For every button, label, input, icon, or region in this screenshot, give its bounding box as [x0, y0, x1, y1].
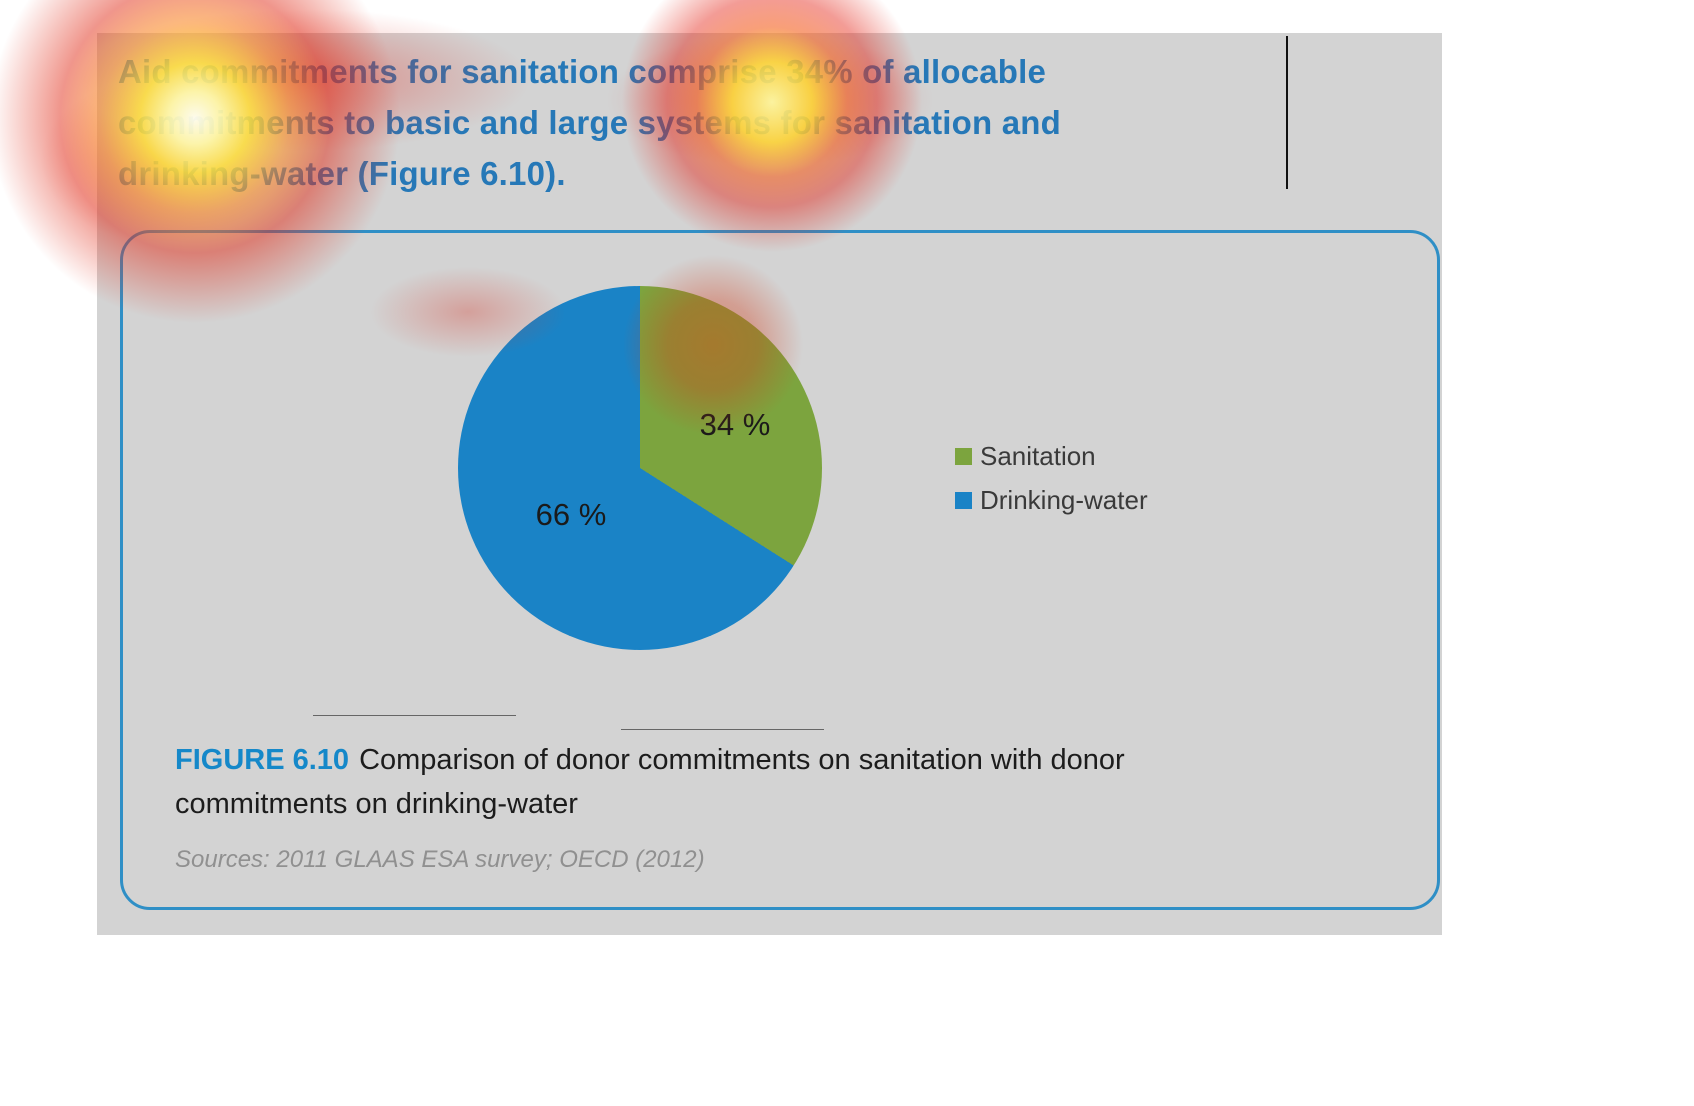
- legend-label-sanitation: Sanitation: [980, 441, 1096, 471]
- figure-label: FIGURE 6.10: [175, 744, 350, 776]
- underline-rule-left: [313, 715, 516, 716]
- legend-item-drinking-water: Drinking-water: [955, 485, 1148, 516]
- legend-item-sanitation: Sanitation: [955, 441, 1148, 472]
- legend-swatch-sanitation-icon: [955, 448, 972, 465]
- heading-line-3: drinking-water (Figure 6.10).: [118, 155, 566, 192]
- legend-label-drinking-water: Drinking-water: [980, 485, 1148, 515]
- caption-text-line-1: Comparison of donor commitments on sanit…: [359, 744, 1125, 776]
- chart-legend: Sanitation Drinking-water: [955, 441, 1148, 516]
- figure-caption: FIGURE 6.10 Comparison of donor commitmen…: [175, 738, 1405, 826]
- pie-data-label-sanitation: 34 %: [699, 407, 771, 442]
- page-heading: Aid commitments for sanitation comprise …: [118, 46, 1318, 199]
- pie-data-label-drinking-water: 66 %: [535, 497, 607, 532]
- legend-swatch-drinking-water-icon: [955, 492, 972, 509]
- heading-line-2: commitments to basic and large systems f…: [118, 104, 1061, 141]
- sources-note: Sources: 2011 GLAAS ESA survey; OECD (20…: [175, 846, 705, 873]
- text-cursor-line: [1286, 36, 1288, 189]
- heading-line-1: Aid commitments for sanitation comprise …: [118, 53, 1047, 90]
- figure-box: 34 % 66 % Sanitation Drinking-water FIGU…: [120, 230, 1440, 910]
- underline-rule-right: [621, 729, 824, 730]
- caption-text-line-2: commitments on drinking-water: [175, 788, 578, 820]
- pie-chart: [458, 286, 822, 650]
